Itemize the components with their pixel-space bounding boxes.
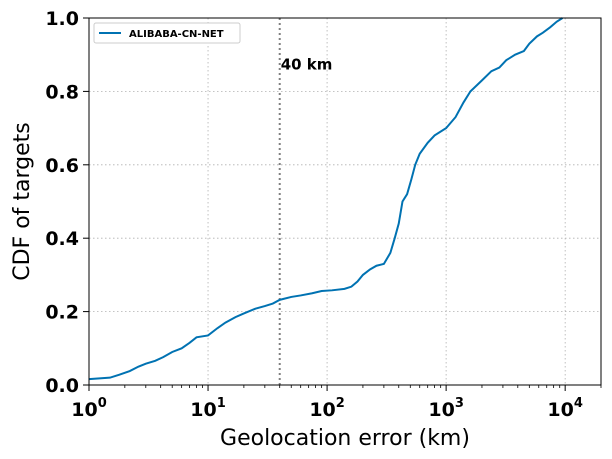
x-tick-label: 100 <box>71 396 107 421</box>
y-tick-label: 0.4 <box>45 228 79 250</box>
series-line-alibaba-cn-net <box>88 17 564 381</box>
y-axis-label: CDF of targets <box>10 122 35 281</box>
legend-entry-label: ALIBABA-CN-NET <box>129 29 224 40</box>
legend: ALIBABA-CN-NET <box>93 22 241 44</box>
y-axis-ticks: 0.0 0.2 0.4 0.6 0.8 1.0 <box>45 8 89 397</box>
legend-box <box>93 22 241 44</box>
x-axis-ticks: 100 101 102 103 104 <box>71 385 602 421</box>
y-tick-label: 0.6 <box>45 155 79 177</box>
x-tick-label: 103 <box>428 396 464 421</box>
y-tick-label: 0.2 <box>45 302 79 324</box>
x-tick-label: 104 <box>547 396 583 421</box>
plot-frame <box>88 17 602 386</box>
grid <box>88 17 601 386</box>
y-tick-label: 0.0 <box>45 375 79 397</box>
x-axis-label: Geolocation error (km) <box>220 426 470 451</box>
y-tick-label: 0.8 <box>45 81 79 103</box>
y-tick-label: 1.0 <box>45 8 79 30</box>
x-tick-label: 102 <box>309 396 345 421</box>
threshold-annotation: 40 km <box>281 56 333 74</box>
x-tick-label: 101 <box>190 396 226 421</box>
